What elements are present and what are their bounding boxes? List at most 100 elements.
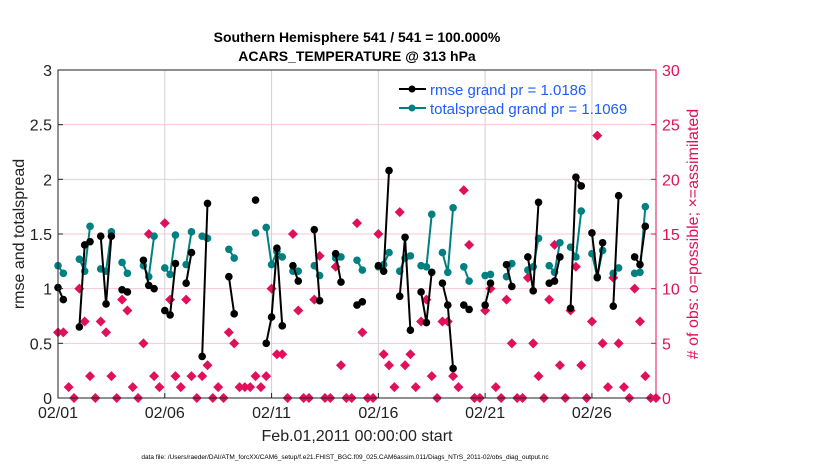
obs-count-point <box>239 382 250 393</box>
totalspread-point <box>187 228 196 236</box>
rmse-point <box>187 248 196 257</box>
totalspread-point <box>486 270 495 279</box>
rmse-point <box>182 279 190 288</box>
totalspread-line-segment <box>420 214 433 269</box>
rmse-point <box>529 287 537 295</box>
totalspread-point <box>358 266 367 274</box>
obs-count-point <box>613 338 624 349</box>
rmse-point <box>636 260 644 269</box>
rmse-point <box>572 173 580 181</box>
rmse-point <box>251 196 260 204</box>
obs-count-point <box>213 382 224 393</box>
obs-count-point <box>394 207 405 218</box>
totalspread-point <box>171 231 180 239</box>
rmse-point <box>225 272 233 281</box>
totalspread-point <box>59 269 68 278</box>
obs-count-point <box>389 382 400 393</box>
rmse-point <box>139 256 148 265</box>
rmse-point <box>59 295 68 304</box>
obs-count-point <box>106 371 117 382</box>
rmse-point <box>289 261 297 270</box>
totalspread-point <box>385 248 393 257</box>
rmse-point <box>593 273 602 282</box>
totalspread-point <box>118 258 126 267</box>
totalspread-point <box>75 255 84 263</box>
y-right-tick-label: 15 <box>662 227 680 244</box>
obs-count-point <box>640 371 651 382</box>
obs-count-point <box>352 218 362 229</box>
obs-count-point <box>197 371 208 382</box>
obs-count-point <box>159 218 170 229</box>
y-tick-label: 1 <box>43 282 52 299</box>
rmse-point <box>588 229 596 237</box>
rmse-point <box>385 166 393 175</box>
obs-count-point <box>528 338 539 349</box>
rmse-point <box>337 278 345 286</box>
y-right-tick-label: 30 <box>662 63 680 80</box>
y-tick-label: 2 <box>43 172 52 189</box>
obs-count-point <box>410 382 421 393</box>
totalspread-point <box>123 269 132 278</box>
obs-count-point <box>79 316 90 327</box>
obs-count-point <box>229 338 240 349</box>
rmse-point <box>577 182 586 190</box>
obs-count-point <box>85 371 96 382</box>
obs-count-point <box>357 327 368 338</box>
rmse-point <box>160 306 169 315</box>
obs-count-series <box>53 130 661 403</box>
obs-count-point <box>400 360 411 371</box>
rmse-point <box>630 253 639 261</box>
rmse-point <box>150 284 158 293</box>
rmse-line-segment <box>313 229 321 301</box>
obs-count-point <box>618 382 629 393</box>
totalspread-point <box>556 238 564 247</box>
obs-count-point <box>63 382 74 393</box>
obs-count-point <box>437 316 448 327</box>
x-tick-label: 02/11 <box>252 405 291 422</box>
obs-count-point <box>464 239 475 250</box>
totalspread-point <box>438 248 447 257</box>
totalspread-point <box>278 253 287 261</box>
obs-count-point <box>277 349 288 360</box>
obs-count-point <box>629 283 640 294</box>
rmse-point <box>374 261 383 270</box>
rmse-point <box>75 323 84 331</box>
rmse-point <box>449 364 457 373</box>
x-axis-label: Feb.01,2011 00:00:00 start <box>262 428 454 445</box>
y-tick-label: 0.5 <box>30 336 52 353</box>
totalspread-point <box>577 207 586 215</box>
rmse-point <box>294 277 303 285</box>
totalspread-point <box>225 245 233 254</box>
obs-count-point <box>95 316 106 327</box>
totalspread-point <box>614 264 623 272</box>
y-tick-label: 1.5 <box>30 227 52 244</box>
legend-spread-label: totalspread grand pr = 1.1069 <box>430 101 627 118</box>
obs-count-point <box>165 294 176 305</box>
rmse-point <box>614 191 623 200</box>
obs-count-point <box>576 360 587 371</box>
rmse-point <box>102 300 110 308</box>
totalspread-point <box>636 268 644 277</box>
y-tick-label: 2.5 <box>30 118 52 135</box>
obs-count-point <box>448 371 459 382</box>
obs-count-point <box>506 338 517 349</box>
rmse-point <box>427 268 436 277</box>
rmse-line-segment <box>612 195 620 307</box>
obs-count-point <box>186 371 197 382</box>
chart-title-line2: ACARS_TEMPERATURE @ 313 hPa <box>238 48 476 64</box>
y-right-tick-label: 20 <box>662 172 680 189</box>
rmse-point <box>465 305 473 314</box>
obs-count-point <box>127 382 138 393</box>
totalspread-point <box>465 277 473 285</box>
obs-count-point <box>101 327 112 338</box>
totalspread-point <box>160 264 169 272</box>
obs-count-point <box>335 360 346 371</box>
y-tick-label: 3 <box>43 63 52 80</box>
obs-count-point <box>293 305 304 316</box>
rmse-point <box>566 304 575 313</box>
rmse-point <box>641 222 650 231</box>
totalspread-point <box>572 253 580 261</box>
rmse-line-segment <box>201 203 209 357</box>
y-axis-label: rmse and totalspread <box>11 159 28 309</box>
totalspread-point <box>267 260 276 269</box>
